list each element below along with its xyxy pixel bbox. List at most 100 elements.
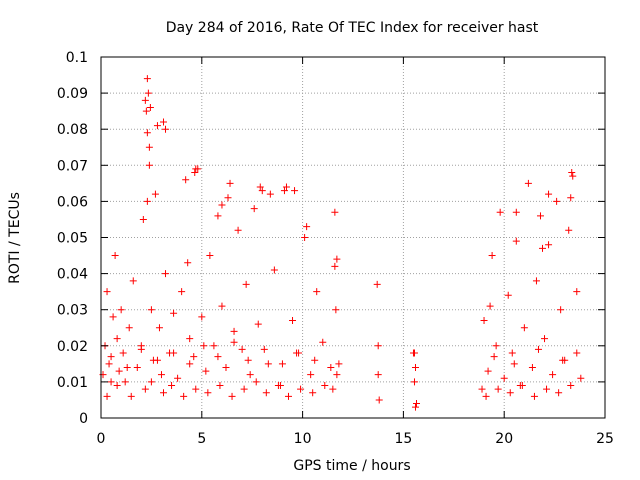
data-point [180, 392, 188, 400]
data-point [244, 356, 252, 364]
data-point [541, 335, 549, 343]
data-point [524, 179, 532, 187]
data-point [159, 389, 167, 397]
data-point [121, 378, 129, 386]
data-point [143, 75, 151, 83]
data-point [170, 349, 178, 357]
data-point [559, 356, 567, 364]
x-tick-label: 15 [394, 431, 412, 447]
data-point [289, 317, 297, 325]
data-point [274, 382, 282, 390]
data-point [147, 306, 155, 314]
data-point [506, 389, 514, 397]
data-point [145, 143, 153, 151]
data-point [206, 252, 214, 260]
data-point [186, 360, 194, 368]
data-point [119, 349, 127, 357]
data-point [490, 353, 498, 361]
data-point [111, 252, 119, 260]
data-point [510, 360, 518, 368]
data-points [99, 75, 585, 411]
data-point [549, 371, 557, 379]
data-point [375, 396, 383, 404]
data-point [157, 371, 165, 379]
data-point [539, 244, 547, 252]
data-point [142, 107, 150, 115]
data-point [190, 353, 198, 361]
grid-lines [101, 57, 605, 418]
data-point [115, 367, 123, 375]
data-point [162, 270, 170, 278]
data-point [335, 360, 343, 368]
data-point [182, 176, 190, 184]
data-point [293, 349, 301, 357]
data-point [256, 183, 264, 191]
data-point [508, 349, 516, 357]
data-point [103, 392, 111, 400]
data-point [214, 212, 222, 220]
data-point [145, 161, 153, 169]
data-point [127, 392, 135, 400]
data-point [307, 371, 315, 379]
data-point [174, 374, 182, 382]
data-point [242, 280, 250, 288]
data-point [184, 259, 192, 267]
data-point [186, 335, 194, 343]
data-point [555, 389, 563, 397]
data-point [291, 187, 299, 195]
data-point [480, 317, 488, 325]
data-point [577, 374, 585, 382]
data-point [153, 122, 161, 130]
axis-ticks [100, 56, 606, 419]
data-point [327, 363, 335, 371]
data-point [567, 194, 575, 202]
data-point [478, 385, 486, 393]
data-point [204, 389, 212, 397]
data-point [125, 324, 133, 332]
data-point [309, 389, 317, 397]
data-point [512, 237, 520, 245]
data-point [210, 342, 218, 350]
data-point [482, 392, 490, 400]
data-point [573, 349, 581, 357]
data-point [234, 226, 242, 234]
data-point [410, 349, 418, 357]
x-tick-label: 5 [197, 431, 206, 447]
data-point [137, 345, 145, 353]
data-point [567, 382, 575, 390]
data-point [488, 252, 496, 260]
data-point [170, 309, 178, 317]
data-point [530, 392, 538, 400]
data-point [373, 280, 381, 288]
y-tick-label: 0.01 [57, 375, 88, 391]
data-point [266, 190, 274, 198]
data-point [224, 194, 232, 202]
data-point [512, 208, 520, 216]
data-point [144, 89, 152, 97]
y-tick-label: 0 [79, 411, 88, 427]
data-point [113, 382, 121, 390]
data-point [228, 392, 236, 400]
data-point [147, 378, 155, 386]
data-point [222, 363, 230, 371]
data-point [545, 190, 553, 198]
data-point [284, 392, 292, 400]
data-point [557, 306, 565, 314]
data-point [534, 345, 542, 353]
data-point [117, 306, 125, 314]
data-point [143, 197, 151, 205]
data-point [230, 338, 238, 346]
y-tick-labels: 0 0.01 0.02 0.03 0.04 0.05 0.06 0.07 0.08 0.09 0.1 [57, 50, 88, 427]
data-point [230, 327, 238, 335]
data-point [270, 266, 278, 274]
data-point [504, 291, 512, 299]
data-point [331, 208, 339, 216]
data-point [151, 190, 159, 198]
data-point [278, 360, 286, 368]
data-point [486, 302, 494, 310]
data-point [553, 197, 561, 205]
data-point [139, 215, 147, 223]
data-point [536, 212, 544, 220]
y-tick-label: 0.06 [57, 194, 88, 210]
